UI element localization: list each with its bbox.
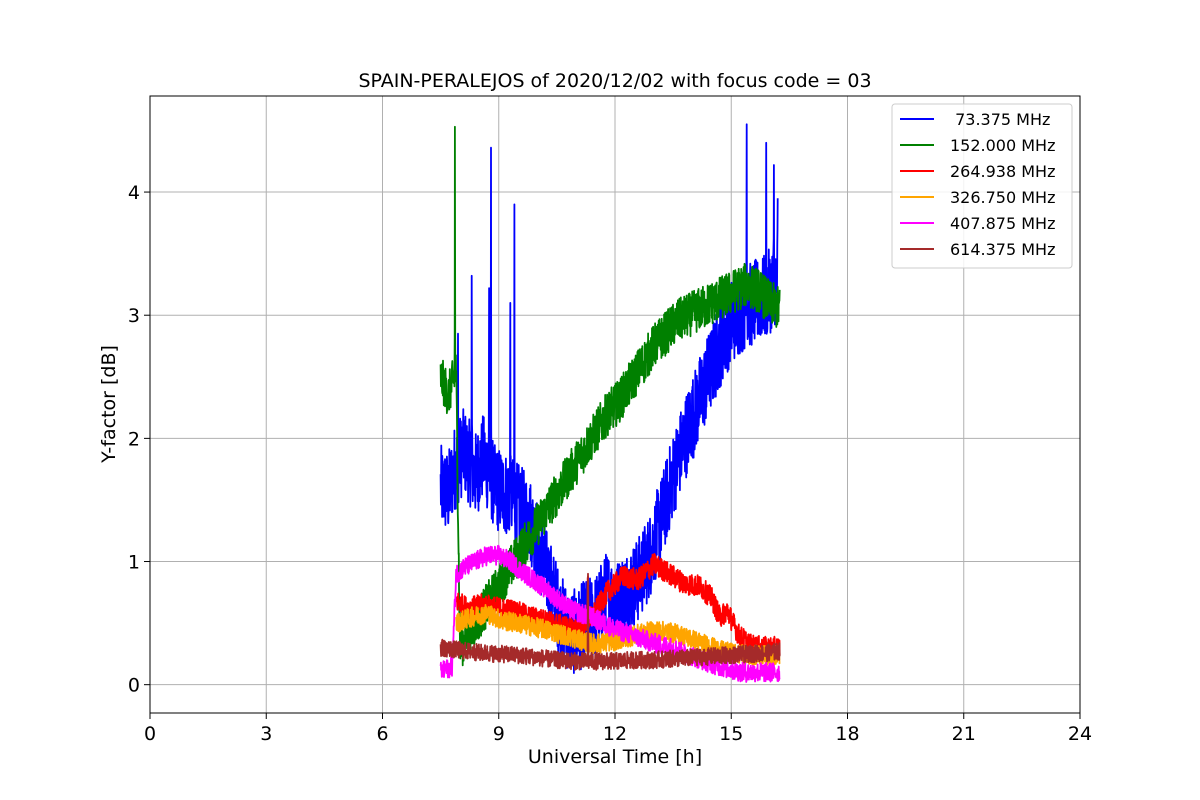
legend: 73.375 MHz 152.000 MHz 264.938 MHz 326.750 … [891,103,1073,269]
series-line [439,572,781,671]
x-axis-ticks: 0 3 6 9 12 15 18 21 24 [144,713,1092,745]
legend-label: 407.875 MHz [950,214,1055,233]
y-tick-label: 2 [128,428,140,450]
x-tick-label: 6 [376,723,388,745]
series-line [455,553,781,660]
x-tick-label: 12 [603,723,627,745]
x-tick-label: 15 [719,723,743,745]
legend-label: 326.750 MHz [950,188,1055,207]
x-axis-label: Universal Time [h] [528,746,702,768]
series-layer [439,123,781,683]
x-tick-label: 9 [493,723,505,745]
legend-label: 264.938 MHz [950,162,1055,181]
y-tick-label: 3 [128,305,140,327]
series-line [439,544,781,683]
legend-box [891,103,1073,269]
x-tick-label: 0 [144,723,156,745]
y-axis-ticks: 0 1 2 3 4 [128,182,150,697]
legend-label: 152.000 MHz [950,136,1055,155]
y-tick-label: 4 [128,182,140,204]
x-tick-label: 18 [835,723,859,745]
x-tick-label: 3 [260,723,272,745]
legend-label: 614.375 MHz [950,240,1055,259]
y-tick-label: 0 [128,675,140,697]
y-axis-label: Y-factor [dB] [98,345,120,464]
x-tick-label: 21 [952,723,976,745]
series-line [455,604,781,666]
y-tick-label: 1 [128,552,140,574]
chart-title: SPAIN-PERALEJOS of 2020/12/02 with focus… [358,70,871,92]
series-line [439,125,781,667]
x-tick-label: 24 [1068,723,1092,745]
legend-label: 73.375 MHz [950,110,1050,129]
